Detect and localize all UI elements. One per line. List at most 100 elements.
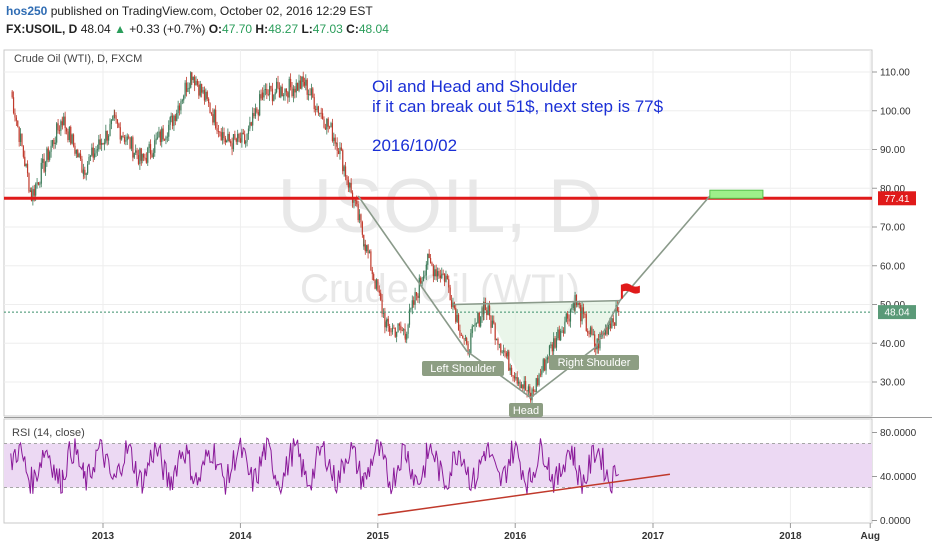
candle-body bbox=[417, 295, 419, 298]
candle-body bbox=[470, 333, 472, 354]
candle-body bbox=[254, 108, 257, 117]
candle-body bbox=[98, 139, 100, 150]
candle-body bbox=[42, 158, 44, 163]
candle-body bbox=[569, 309, 572, 322]
candle-body bbox=[231, 143, 233, 150]
candle-body bbox=[539, 374, 542, 376]
candle-body bbox=[301, 76, 303, 89]
candle-body bbox=[234, 134, 236, 139]
y-tick-label: 100.00 bbox=[880, 106, 911, 117]
candle-body bbox=[78, 153, 80, 158]
candle-body bbox=[118, 123, 120, 128]
candle-body bbox=[614, 322, 616, 326]
candle-body bbox=[156, 137, 159, 139]
candle-body bbox=[106, 130, 108, 141]
y-tick-label: 90.00 bbox=[880, 145, 905, 156]
candle-body bbox=[523, 381, 525, 389]
y-tick-label: 40.00 bbox=[880, 339, 905, 350]
candle-body bbox=[262, 92, 264, 98]
candle-body bbox=[123, 136, 126, 142]
candle-body bbox=[70, 126, 72, 144]
candle-body bbox=[557, 329, 559, 339]
target-zone[interactable] bbox=[709, 189, 764, 199]
candle-body bbox=[26, 163, 29, 174]
candle-body bbox=[141, 153, 143, 161]
candle-body bbox=[382, 313, 385, 314]
candle-body bbox=[618, 310, 620, 313]
candle-body bbox=[487, 305, 489, 315]
candle-body bbox=[582, 307, 585, 314]
x-axis[interactable]: 2013 2014 2015 2016 2017 2018 Aug bbox=[92, 523, 880, 542]
candle-body bbox=[15, 117, 17, 121]
head-label: Head bbox=[513, 405, 539, 417]
candle-body bbox=[181, 100, 183, 102]
candle-body bbox=[488, 305, 491, 316]
candle-body bbox=[36, 182, 38, 185]
change-up-icon: ▲ bbox=[114, 22, 126, 36]
pattern-lines[interactable] bbox=[357, 195, 711, 399]
candle-body bbox=[597, 338, 600, 349]
rsi-path bbox=[10, 437, 620, 496]
candle-body bbox=[223, 132, 225, 139]
candle-body bbox=[342, 150, 344, 172]
y-tick-label: 110.00 bbox=[880, 68, 910, 79]
candle-body bbox=[185, 82, 188, 92]
x-tick-label: 2013 bbox=[92, 531, 115, 542]
y-tick-label: 70.00 bbox=[880, 223, 905, 234]
candle-body bbox=[584, 313, 586, 315]
y-axis[interactable]: 110.00100.0090.0080.0070.0060.0050.0040.… bbox=[872, 68, 911, 389]
candle-body bbox=[397, 323, 399, 332]
candle-body bbox=[94, 153, 96, 158]
candle-body bbox=[531, 389, 533, 401]
candle-body bbox=[464, 338, 467, 339]
candle-body bbox=[25, 163, 27, 167]
candle-body bbox=[77, 149, 79, 158]
candle-body bbox=[427, 253, 429, 265]
candle-body bbox=[429, 257, 432, 263]
left-shoulder-tag bbox=[422, 361, 504, 376]
rsi-trendline[interactable] bbox=[377, 473, 671, 516]
candle-body bbox=[271, 88, 274, 102]
candle-body bbox=[22, 146, 24, 157]
author-link[interactable]: hos250 bbox=[6, 4, 48, 18]
candle-body bbox=[103, 142, 106, 145]
candle-body bbox=[30, 190, 33, 202]
candle-body bbox=[210, 113, 213, 115]
candle-body bbox=[494, 323, 496, 341]
change-value: +0.33 (+0.7%) bbox=[129, 22, 206, 36]
candle-body bbox=[129, 137, 131, 149]
candle-body bbox=[79, 153, 82, 160]
candle-body bbox=[196, 80, 199, 85]
candle-body bbox=[302, 76, 304, 83]
candle-body bbox=[390, 331, 392, 333]
candle-body bbox=[515, 377, 517, 379]
candle-body bbox=[74, 145, 76, 154]
candle-body bbox=[389, 325, 391, 332]
candle-body bbox=[316, 106, 318, 111]
candle-body bbox=[337, 150, 340, 155]
candle-body bbox=[253, 113, 255, 117]
candle-body bbox=[498, 343, 500, 345]
x-tick-label: Aug bbox=[860, 531, 879, 542]
close-label: C: bbox=[346, 22, 359, 36]
candle-body bbox=[616, 305, 619, 311]
candle-body bbox=[294, 88, 296, 93]
candle-body bbox=[371, 270, 373, 275]
candle-body bbox=[599, 333, 601, 349]
chart-canvas[interactable]: USOIL, D Crude Oil (WTI) Crude Oil (WTI)… bbox=[0, 44, 932, 550]
candle-body bbox=[562, 330, 565, 334]
candle-body bbox=[424, 275, 426, 277]
candle-body bbox=[330, 123, 332, 128]
candle-body bbox=[612, 318, 614, 323]
candle-body bbox=[329, 126, 331, 128]
candle-body bbox=[133, 152, 135, 158]
candle-body bbox=[199, 83, 201, 96]
candle-body bbox=[132, 137, 134, 158]
candle-body bbox=[116, 119, 119, 124]
flag-icon[interactable] bbox=[620, 283, 640, 299]
candle-body bbox=[516, 377, 518, 384]
candle-body bbox=[323, 119, 325, 128]
candle-body bbox=[235, 138, 237, 142]
candle-body bbox=[246, 133, 248, 142]
high-value: 48.27 bbox=[268, 22, 299, 36]
